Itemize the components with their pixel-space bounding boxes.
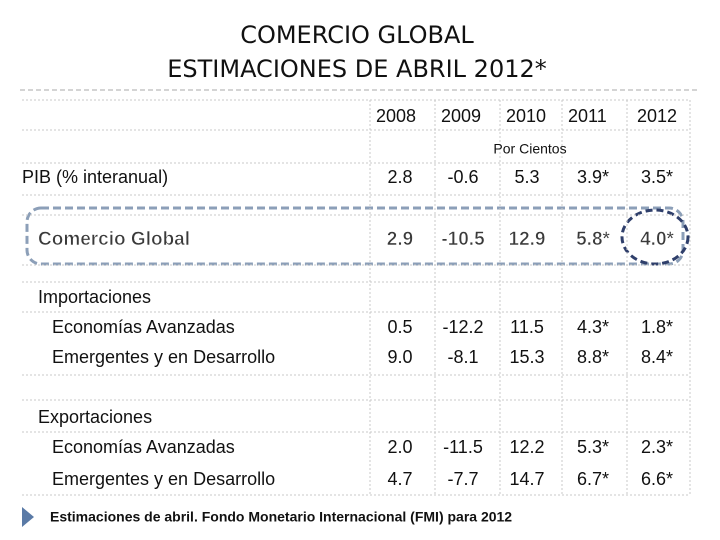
cell-value: 2.9 [387,229,413,250]
cell-value: 5.8* [576,229,610,250]
column-header: 2010 [506,106,546,126]
cell-value: -0.6 [447,167,478,187]
cell-value: 3.5* [641,167,673,187]
highlight-cell [620,208,690,266]
cell-value: -8.1 [447,347,478,367]
cell-value: 2.0 [387,437,412,457]
row-label: Importaciones [38,287,151,307]
cell-value: 9.0 [387,347,412,367]
footnote: Estimaciones de abril. Fondo Monetario I… [50,509,512,525]
cell-value: 5.3* [577,437,609,457]
cell-value: 5.3 [514,167,539,187]
row-label: Exportaciones [38,407,152,427]
row-label: Emergentes y en Desarrollo [52,469,275,489]
cell-value: 12.2 [509,437,544,457]
row-label: PIB (% interanual) [22,167,168,187]
cell-value: 8.8* [577,347,609,367]
cell-value: 6.6* [641,469,673,489]
cell-value: 4.3* [577,317,609,337]
cell-value: 6.7* [577,469,609,489]
cell-value: 1.8* [641,317,673,337]
bullet [22,507,34,527]
row-label: Emergentes y en Desarrollo [52,347,275,367]
cell-value: 3.9* [577,167,609,187]
unit-label: Por Cientos [493,141,566,157]
cell-value: 2.3* [641,437,673,457]
cell-value: 14.7 [509,469,544,489]
cell-value: -12.2 [442,317,483,337]
row-label: Economías Avanzadas [52,437,235,457]
column-header: 2011 [568,106,607,126]
column-header: 2009 [441,106,481,126]
cell-value: 8.4* [641,347,673,367]
cell-value: 11.5 [510,317,544,337]
cell-value: 12.9 [509,229,546,250]
cell-value: 15.3 [509,347,544,367]
cell-value: -10.5 [441,229,485,250]
cell-value: 4.0* [640,229,674,250]
cell-value: -11.5 [443,437,483,457]
title: ESTIMACIONES DE ABRIL 2012* [167,55,547,83]
cell-value: 4.7 [387,469,412,489]
cell-value: 0.5 [387,317,412,337]
column-header: 2008 [376,106,416,126]
title: COMERCIO GLOBAL [240,21,474,49]
row-label: Economías Avanzadas [52,317,235,337]
cell-value: -7.7 [447,469,478,489]
cell-value: 2.8 [387,167,412,187]
highlight-row [25,206,685,266]
row-label: Comercio Global [38,229,190,250]
column-header: 2012 [637,106,677,126]
